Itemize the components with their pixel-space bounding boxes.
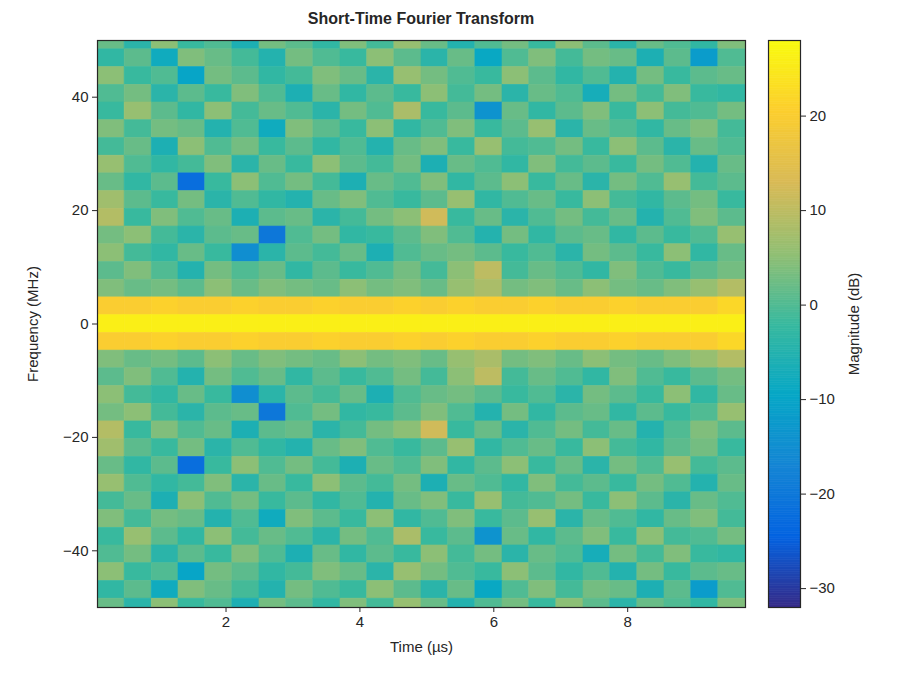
svg-text:−10: −10: [810, 390, 835, 407]
svg-text:10: 10: [810, 201, 827, 218]
svg-text:0: 0: [80, 315, 88, 332]
svg-text:−20: −20: [810, 485, 835, 502]
svg-text:0: 0: [810, 296, 818, 313]
svg-text:Frequency (MHz): Frequency (MHz): [24, 266, 41, 382]
svg-text:20: 20: [72, 201, 89, 218]
svg-text:−20: −20: [63, 428, 88, 445]
svg-text:4: 4: [356, 613, 364, 630]
html-text:Short-Time Fourier Transform: Short-Time Fourier Transform: [307, 10, 535, 27]
svg-text:6: 6: [490, 613, 498, 630]
svg-text:Time (µs): Time (µs): [390, 638, 453, 655]
svg-text:2: 2: [222, 613, 230, 630]
svg-text:40: 40: [72, 88, 89, 105]
svg-text:20: 20: [810, 107, 827, 124]
svg-text:−40: −40: [63, 542, 88, 559]
svg-text:Magnitude (dB): Magnitude (dB): [845, 273, 862, 376]
svg-text:8: 8: [624, 613, 632, 630]
svg-text:−30: −30: [810, 579, 835, 596]
